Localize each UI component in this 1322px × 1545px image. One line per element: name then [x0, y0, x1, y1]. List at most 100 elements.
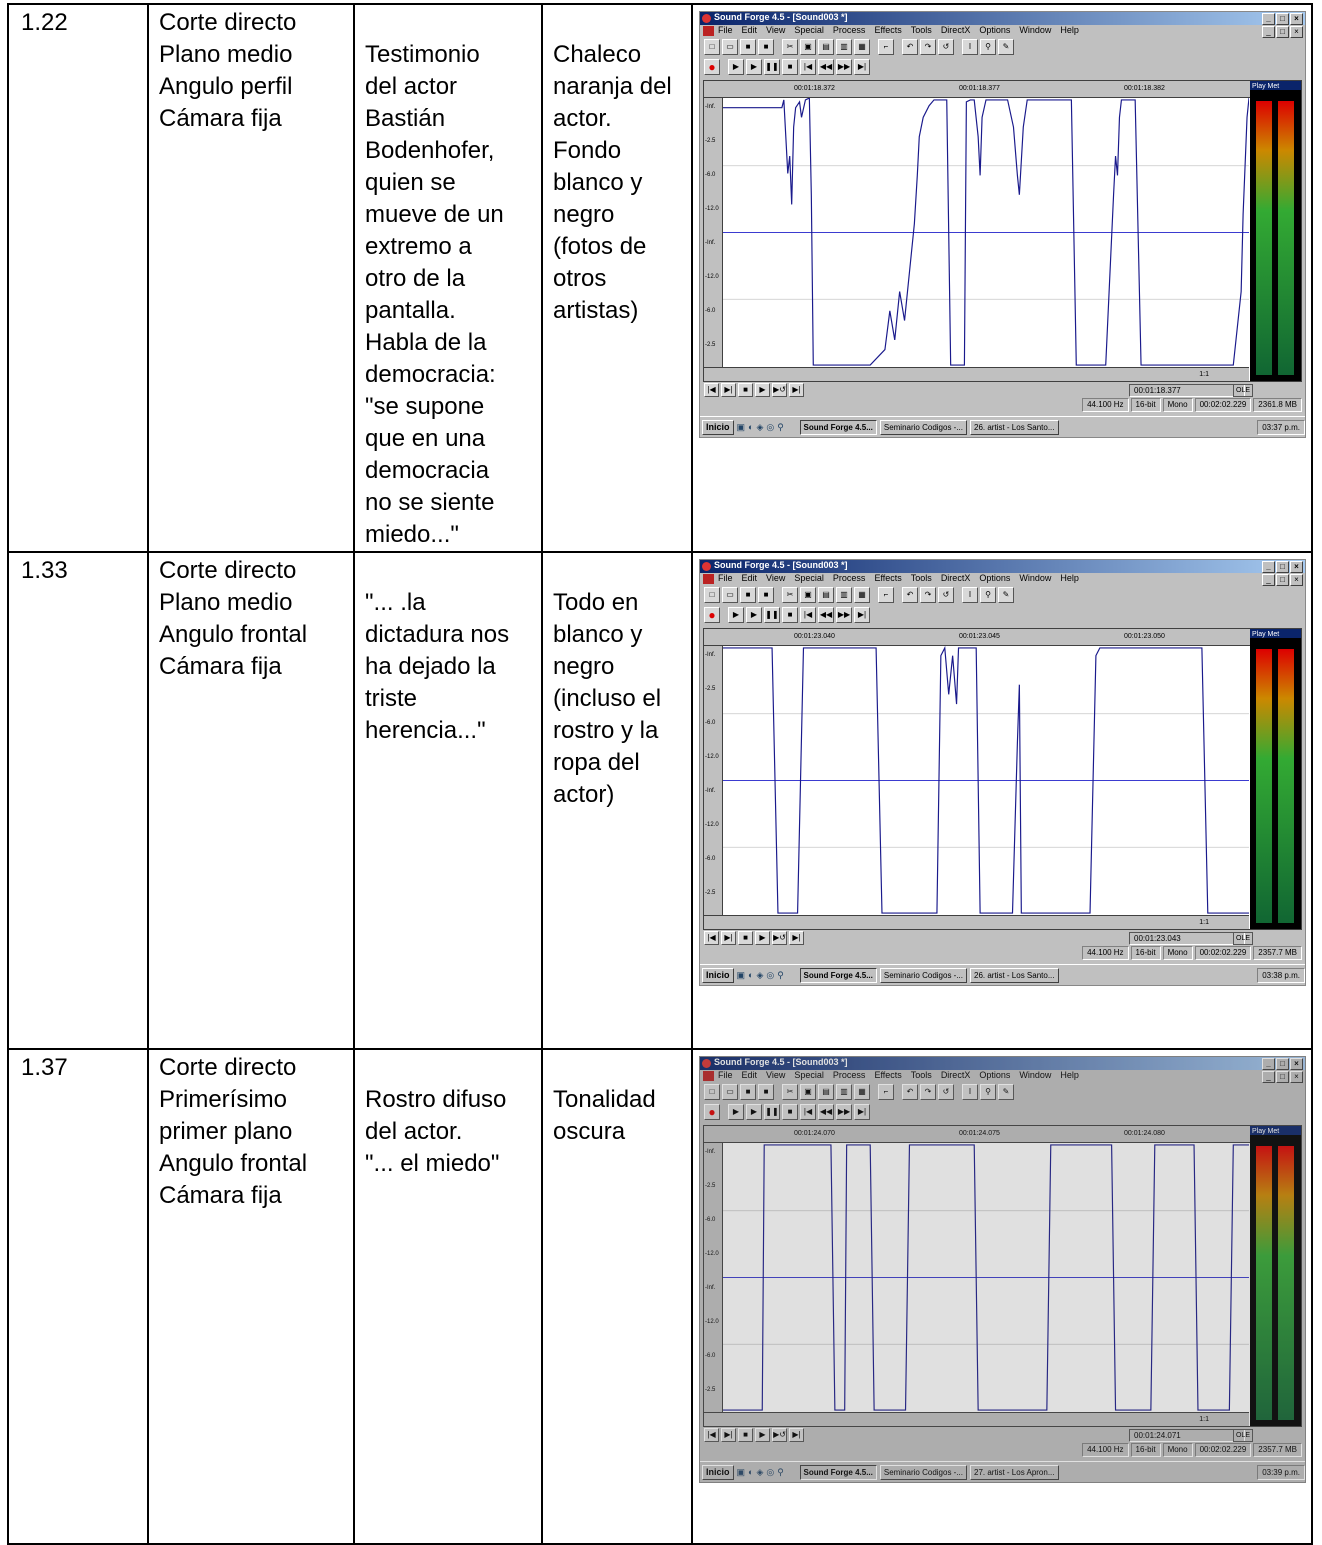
- go-start-icon[interactable]: |◀: [704, 1428, 719, 1442]
- play-looped-icon[interactable]: ▶↺: [772, 1428, 787, 1442]
- menu-item-directx[interactable]: DirectX: [940, 1070, 971, 1080]
- menu-item-file[interactable]: File: [718, 25, 733, 35]
- play-all-icon[interactable]: ▶: [728, 1104, 744, 1120]
- open-icon[interactable]: ▭: [722, 1084, 738, 1100]
- menu-item-tools[interactable]: Tools: [910, 573, 932, 583]
- mix-icon[interactable]: ▥: [836, 587, 852, 603]
- horizontal-scrollbar[interactable]: 1:1: [704, 915, 1249, 929]
- ole-button[interactable]: OLE: [1232, 1429, 1253, 1442]
- magnify-tool-icon[interactable]: ⚲: [980, 39, 996, 55]
- play-looped-icon[interactable]: ▶↺: [772, 383, 787, 397]
- minimize-icon[interactable]: _: [1262, 26, 1275, 38]
- close-icon[interactable]: ×: [1290, 13, 1303, 25]
- pencil-tool-icon[interactable]: ✎: [998, 1084, 1014, 1100]
- go-start-icon[interactable]: |◀: [800, 59, 816, 75]
- crop-icon[interactable]: ▦: [854, 587, 870, 603]
- menu-item-directx[interactable]: DirectX: [940, 573, 971, 583]
- undo-icon[interactable]: ↶: [902, 1084, 918, 1100]
- save-icon[interactable]: ■: [740, 587, 756, 603]
- stop-icon[interactable]: ■: [782, 607, 798, 623]
- menu-item-file[interactable]: File: [718, 573, 733, 583]
- taskbar-item[interactable]: Seminario Codigos -...: [879, 419, 968, 435]
- menu-item-window[interactable]: Window: [1019, 1070, 1052, 1080]
- menu-item-window[interactable]: Window: [1019, 573, 1052, 583]
- menu-item-edit[interactable]: Edit: [741, 1070, 758, 1080]
- minimize-icon[interactable]: _: [1262, 1058, 1275, 1070]
- taskbar-item[interactable]: Sound Forge 4.5...: [799, 967, 877, 983]
- pause-icon[interactable]: ❚❚: [764, 1104, 780, 1120]
- quick-launch[interactable]: ▣◐◈◎⚲: [736, 1466, 787, 1477]
- menu-item-process[interactable]: Process: [832, 25, 866, 35]
- menu-item-special[interactable]: Special: [794, 573, 824, 583]
- menu-item-help[interactable]: Help: [1060, 573, 1079, 583]
- menu-item-directx[interactable]: DirectX: [940, 25, 971, 35]
- taskbar-item[interactable]: 27. artist - Los Apron...: [970, 1464, 1059, 1480]
- menu-item-edit[interactable]: Edit: [741, 573, 758, 583]
- menu-item-view[interactable]: View: [766, 573, 786, 583]
- maximize-icon[interactable]: □: [1276, 561, 1289, 573]
- maximize-icon[interactable]: □: [1276, 1058, 1289, 1070]
- play-icon[interactable]: ▶|: [721, 931, 736, 945]
- menu-item-view[interactable]: View: [766, 25, 786, 35]
- menu-item-effects[interactable]: Effects: [874, 1070, 902, 1080]
- undo-icon[interactable]: ↶: [902, 39, 918, 55]
- minimize-icon[interactable]: _: [1262, 574, 1275, 586]
- save-as-icon[interactable]: ■: [758, 587, 774, 603]
- go-end-icon[interactable]: ▶|: [854, 607, 870, 623]
- save-as-icon[interactable]: ■: [758, 39, 774, 55]
- go-end-icon[interactable]: ▶|: [854, 1104, 870, 1120]
- crop-icon[interactable]: ▦: [854, 39, 870, 55]
- repeat-icon[interactable]: ↺: [938, 39, 954, 55]
- horizontal-scrollbar[interactable]: 1:1: [704, 1412, 1249, 1426]
- horizontal-scrollbar[interactable]: 1:1: [704, 367, 1249, 381]
- go-start-icon[interactable]: |◀: [800, 1104, 816, 1120]
- paste-icon[interactable]: ▤: [818, 1084, 834, 1100]
- quick-launch[interactable]: ▣◐◈◎⚲: [736, 969, 787, 980]
- go-end-icon[interactable]: ▶|: [854, 59, 870, 75]
- play-icon[interactable]: ▶|: [721, 383, 736, 397]
- rewind-icon[interactable]: ◀◀: [818, 59, 834, 75]
- play-icon[interactable]: ▶: [755, 1428, 770, 1442]
- pause-icon[interactable]: ❚❚: [764, 59, 780, 75]
- rewind-icon[interactable]: ◀◀: [818, 607, 834, 623]
- taskbar-item[interactable]: Seminario Codigos -...: [879, 1464, 968, 1480]
- menu-item-effects[interactable]: Effects: [874, 25, 902, 35]
- minimize-icon[interactable]: _: [1262, 1071, 1275, 1083]
- start-button[interactable]: Inicio: [702, 1464, 734, 1480]
- menu-item-tools[interactable]: Tools: [910, 1070, 932, 1080]
- copy-icon[interactable]: ▣: [800, 587, 816, 603]
- record-icon[interactable]: ●: [704, 59, 720, 75]
- edit-tool-icon[interactable]: I: [962, 39, 978, 55]
- record-icon[interactable]: ●: [704, 1104, 720, 1120]
- undo-icon[interactable]: ↶: [902, 587, 918, 603]
- cut-icon[interactable]: ✂: [782, 39, 798, 55]
- go-start-icon[interactable]: |◀: [704, 931, 719, 945]
- forward-icon[interactable]: ▶▶: [836, 607, 852, 623]
- edit-tool-icon[interactable]: I: [962, 1084, 978, 1100]
- crop-icon[interactable]: ▦: [854, 1084, 870, 1100]
- play-icon[interactable]: ▶: [746, 607, 762, 623]
- menu-item-file[interactable]: File: [718, 1070, 733, 1080]
- menu-item-help[interactable]: Help: [1060, 25, 1079, 35]
- redo-icon[interactable]: ↷: [920, 39, 936, 55]
- taskbar-item[interactable]: Sound Forge 4.5...: [799, 419, 877, 435]
- save-icon[interactable]: ■: [740, 39, 756, 55]
- minimize-icon[interactable]: _: [1262, 561, 1275, 573]
- new-icon[interactable]: □: [704, 587, 720, 603]
- play-all-icon[interactable]: ▶: [728, 607, 744, 623]
- redo-icon[interactable]: ↷: [920, 1084, 936, 1100]
- time-ruler[interactable]: 00:01:24.070 00:01:24.075 00:01:24.080: [704, 1126, 1301, 1143]
- copy-icon[interactable]: ▣: [800, 39, 816, 55]
- waveform-area[interactable]: [723, 646, 1249, 915]
- maximize-icon[interactable]: □: [1276, 26, 1289, 38]
- play-all-icon[interactable]: ▶: [728, 59, 744, 75]
- play-end-icon[interactable]: ▶|: [789, 931, 804, 945]
- taskbar-item[interactable]: Seminario Codigos -...: [879, 967, 968, 983]
- menu-item-options[interactable]: Options: [979, 573, 1011, 583]
- redo-icon[interactable]: ↷: [920, 587, 936, 603]
- menu-item-special[interactable]: Special: [794, 25, 824, 35]
- play-icon[interactable]: ▶: [755, 931, 770, 945]
- stop-icon[interactable]: ■: [782, 1104, 798, 1120]
- window-title-bar[interactable]: Sound Forge 4.5 - [Sound003 *] _ □ ×: [700, 560, 1305, 573]
- pencil-tool-icon[interactable]: ✎: [998, 39, 1014, 55]
